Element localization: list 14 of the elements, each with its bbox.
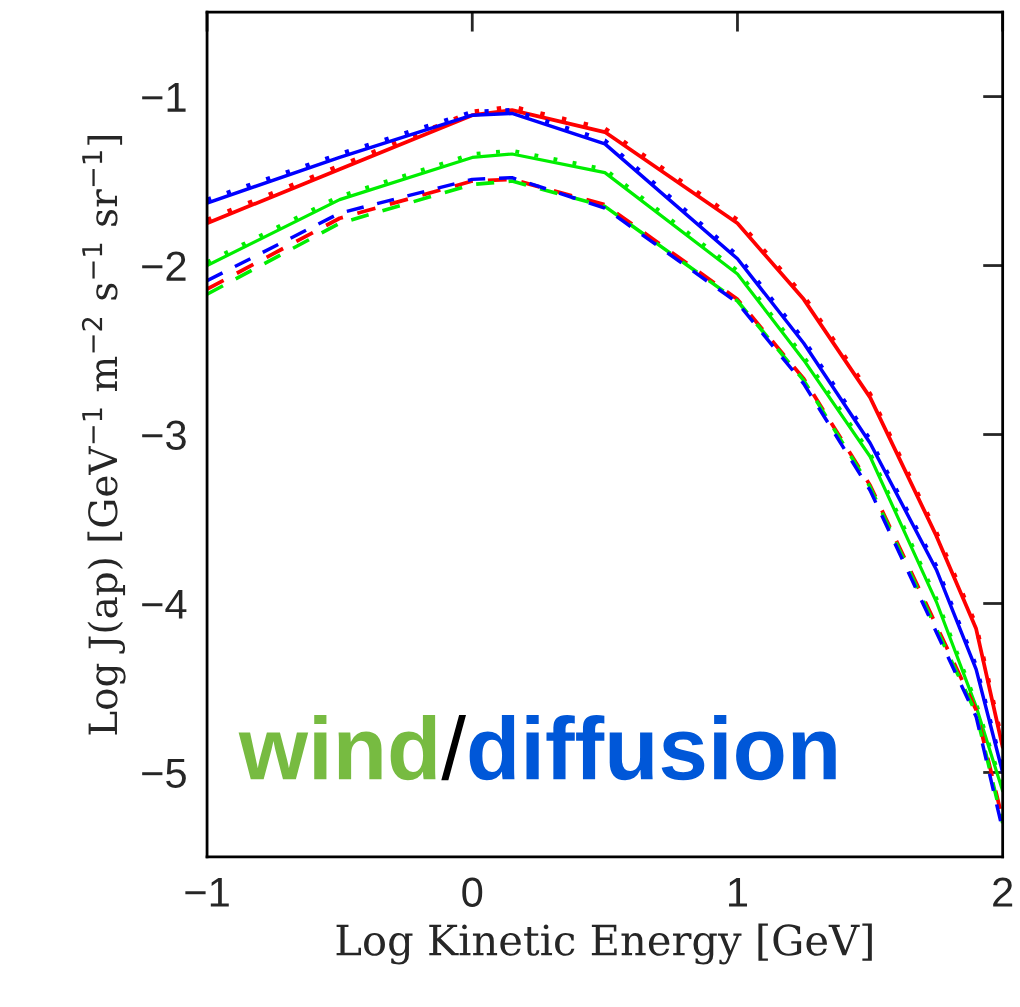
y-tick-label: −2: [142, 251, 186, 281]
y-tick-label: −5: [142, 758, 186, 788]
x-axis-title: Log Kinetic Energy [GeV]: [336, 923, 872, 965]
x-tick-label: 0: [462, 877, 483, 908]
annotation: diffusion: [469, 714, 836, 781]
annotation: wind: [238, 714, 436, 781]
y-tick-label: −4: [142, 589, 187, 619]
y-tick-label: −1: [142, 83, 186, 112]
x-tick-label: 1: [729, 877, 748, 907]
x-tick-label: 2: [993, 877, 1013, 907]
y-tick-label: −3: [142, 420, 186, 451]
x-tick-label: −1: [185, 877, 229, 907]
annotation: /: [441, 714, 466, 781]
text: Log J(ap) [GeV$^{−1}$ m$^{−2}$ s$^{−1}$ sr$^{−1}$]: [81, 135, 126, 735]
